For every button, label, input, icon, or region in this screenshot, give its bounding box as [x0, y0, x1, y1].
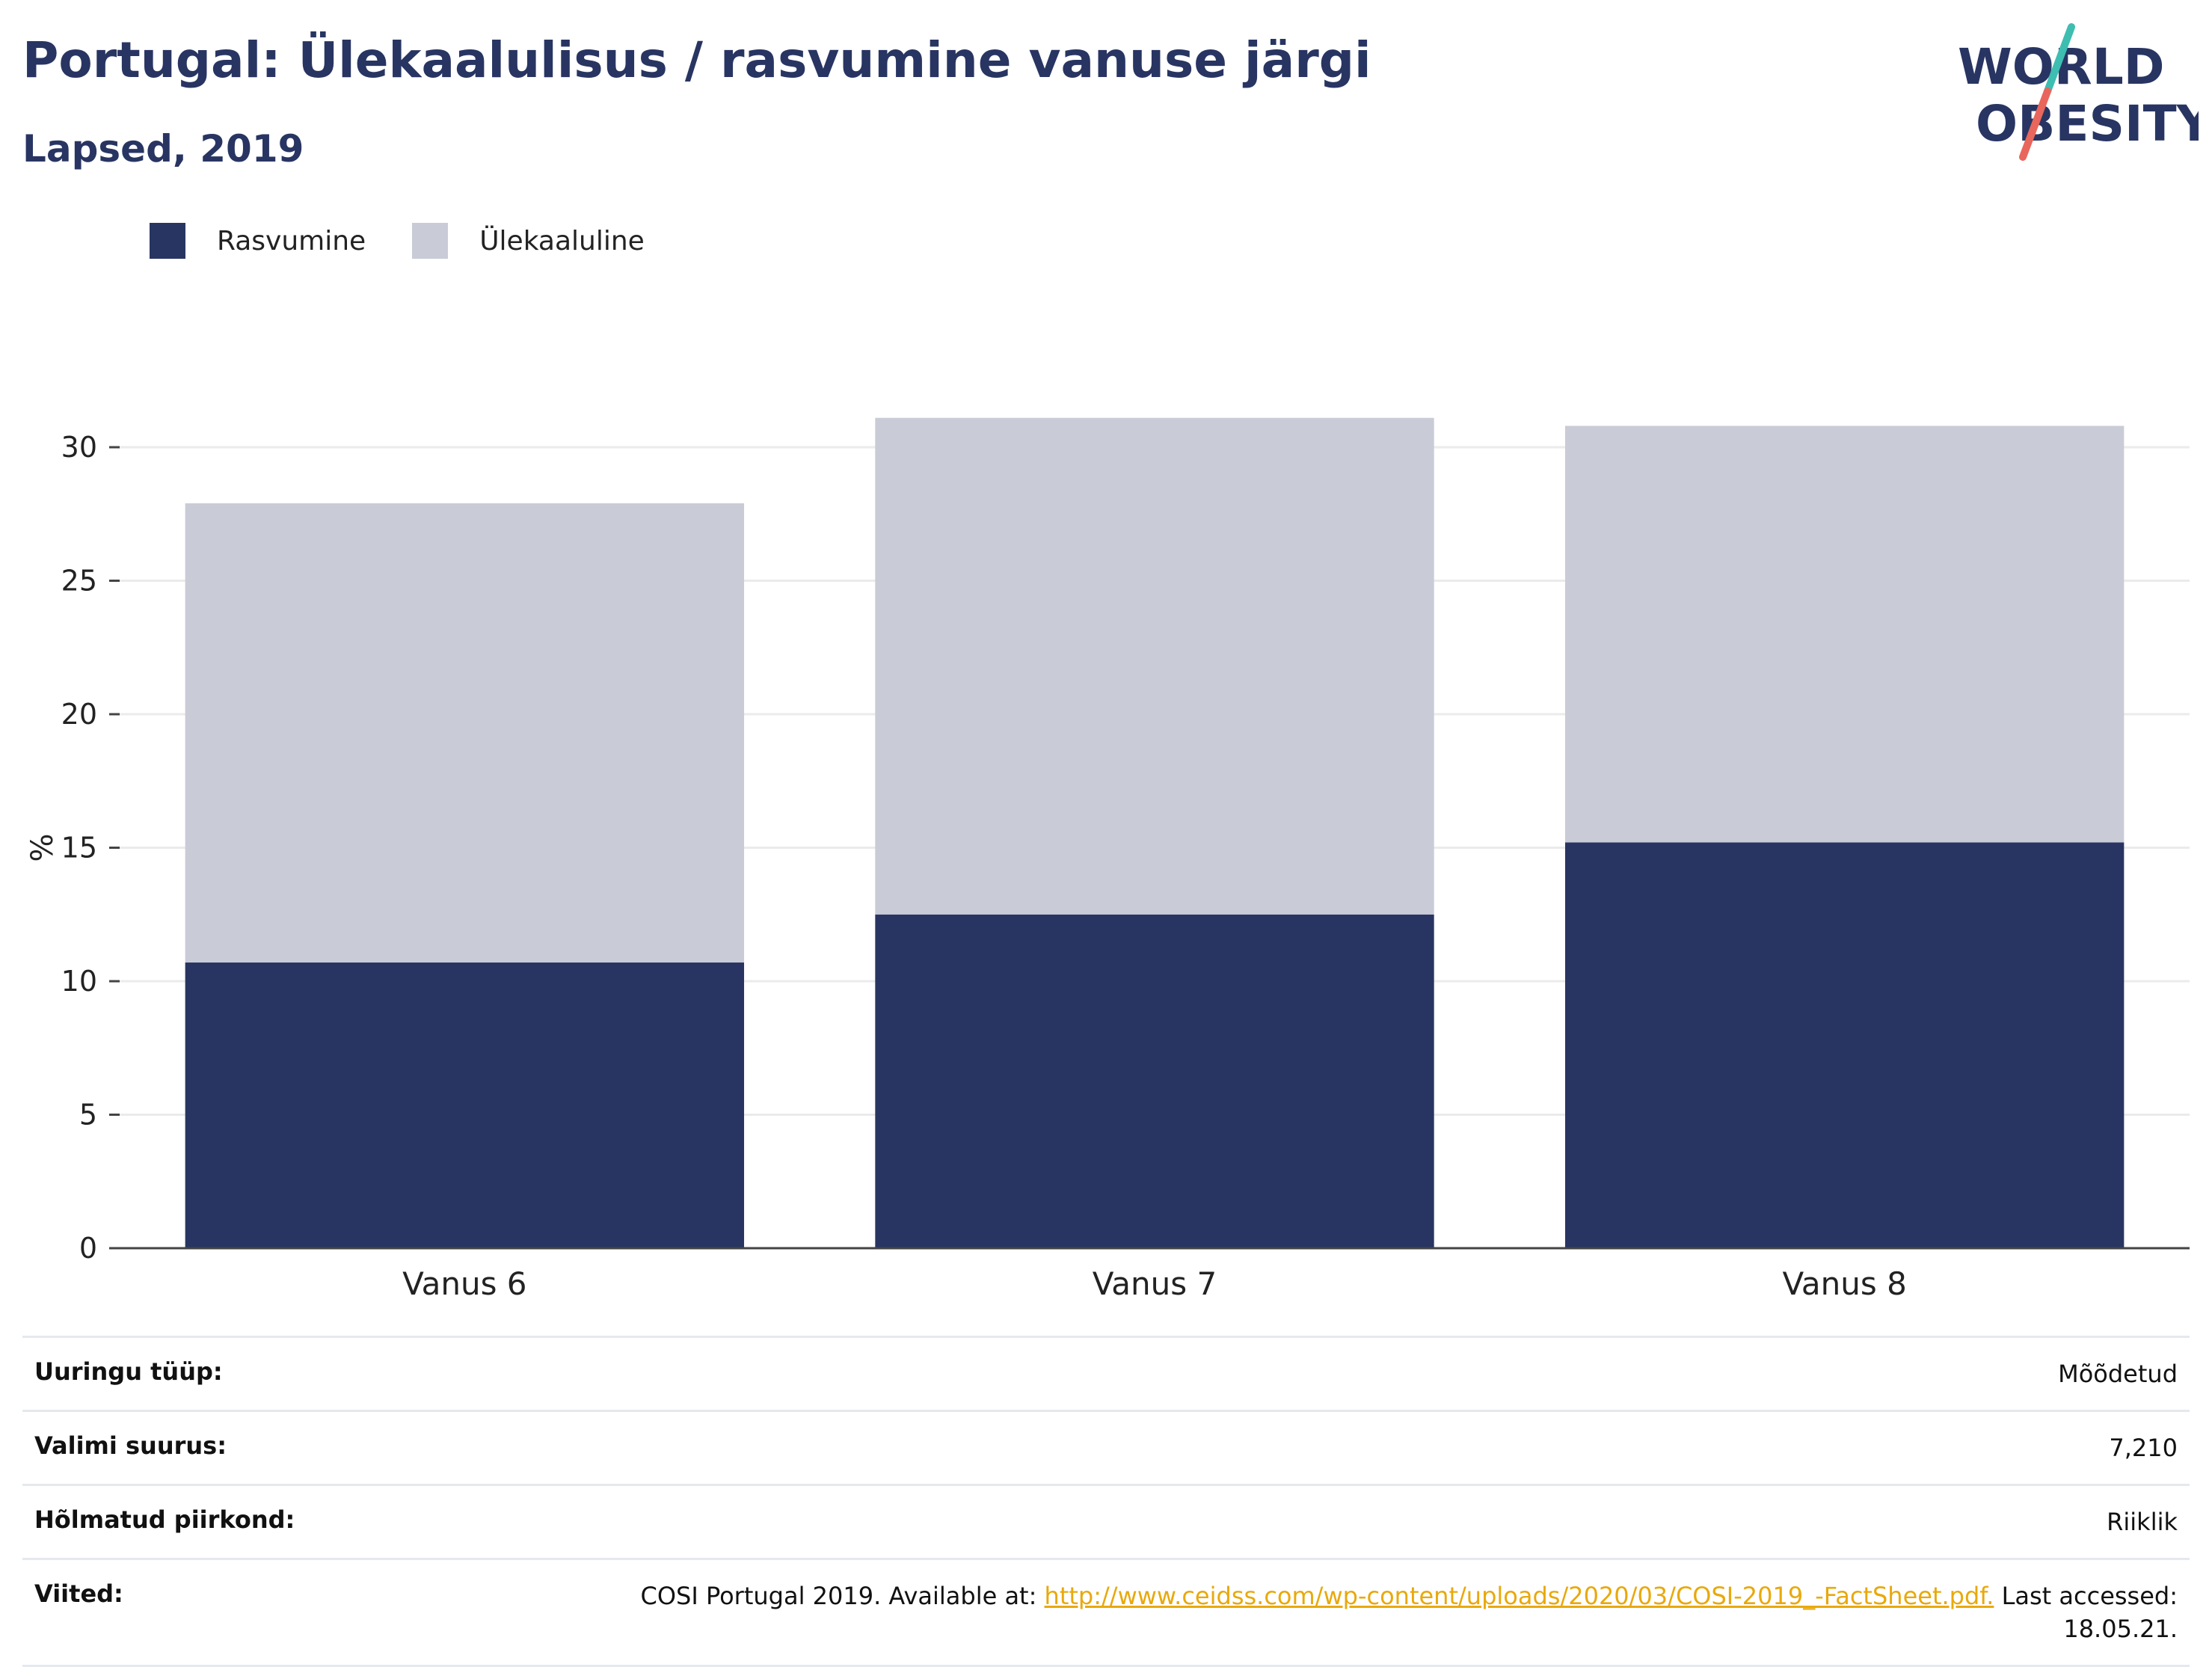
y-tick-label: 0 — [79, 1232, 97, 1265]
info-value: 7,210 — [356, 1410, 2190, 1485]
info-row-sample-size: Valimi suurus: 7,210 — [22, 1410, 2190, 1485]
info-value: Riiklik — [356, 1484, 2190, 1559]
logo-text-obesity: OBESITY — [1976, 95, 2199, 153]
info-label: Hõlmatud piirkond: — [22, 1484, 357, 1559]
info-label: Viited: — [22, 1558, 357, 1667]
info-row-area-covered: Hõlmatud piirkond: Riiklik — [22, 1484, 2190, 1559]
bar-obesity — [875, 914, 1434, 1248]
chart-title: Portugal: Ülekaalulisus / rasvumine vanu… — [22, 31, 1371, 89]
info-row-survey-type: Uuringu tüüp: Mõõdetud — [22, 1336, 2190, 1411]
y-tick-label: 30 — [61, 431, 97, 464]
references-value: COSI Portugal 2019. Available at: http:/… — [356, 1558, 2190, 1667]
info-label: Uuringu tüüp: — [22, 1336, 357, 1411]
legend-item-overweight[interactable]: Ülekaaluline — [412, 223, 645, 259]
y-tick-label: 20 — [61, 698, 97, 731]
info-row-references: Viited: COSI Portugal 2019. Available at… — [22, 1558, 2190, 1667]
logo-slash-top — [2044, 23, 2075, 95]
chart-legend: Rasvumine Ülekaaluline — [150, 223, 691, 259]
info-label: Valimi suurus: — [22, 1410, 357, 1485]
bar-chart: 0 5 10 15 20 25 30% Vanus 6 Vanus 7 Vanus 8 — [25, 417, 2190, 1302]
y-axis-label: % — [25, 833, 60, 862]
world-obesity-logo: WORLD OBESITY — [1958, 23, 2199, 161]
references-prefix: COSI Portugal 2019. Available at: — [640, 1582, 1045, 1610]
x-tick-label: Vanus 7 — [1093, 1265, 1217, 1302]
bar-obesity — [185, 963, 745, 1248]
info-value: Mõõdetud — [356, 1336, 2190, 1411]
legend-swatch-obesity — [150, 223, 185, 259]
legend-swatch-overweight — [412, 223, 449, 259]
bar-overweight — [185, 503, 745, 963]
legend-label-overweight: Ülekaaluline — [479, 225, 645, 257]
bar-obesity — [1564, 842, 2125, 1248]
y-tick-label: 10 — [61, 965, 97, 998]
references-suffix: Last accessed: — [1994, 1582, 2178, 1610]
references-link[interactable]: http://www.ceidss.com/wp-content/uploads… — [1044, 1582, 1994, 1610]
legend-label-obesity: Rasvumine — [217, 225, 366, 257]
bar-overweight — [875, 417, 1434, 915]
info-table: Uuringu tüüp: Mõõdetud Valimi suurus: 7,… — [22, 1336, 2190, 1667]
x-tick-label: Vanus 8 — [1782, 1265, 1906, 1302]
chart-subtitle: Lapsed, 2019 — [22, 127, 304, 171]
bar-overweight — [1564, 426, 2125, 843]
legend-item-obesity[interactable]: Rasvumine — [150, 223, 366, 259]
y-tick-label: 15 — [61, 832, 97, 865]
references-date: 18.05.21. — [2063, 1615, 2178, 1643]
x-tick-label: Vanus 6 — [402, 1265, 526, 1302]
logo-slash-bottom — [2019, 88, 2051, 161]
y-tick-label: 5 — [79, 1099, 97, 1132]
y-tick-label: 25 — [61, 565, 97, 598]
